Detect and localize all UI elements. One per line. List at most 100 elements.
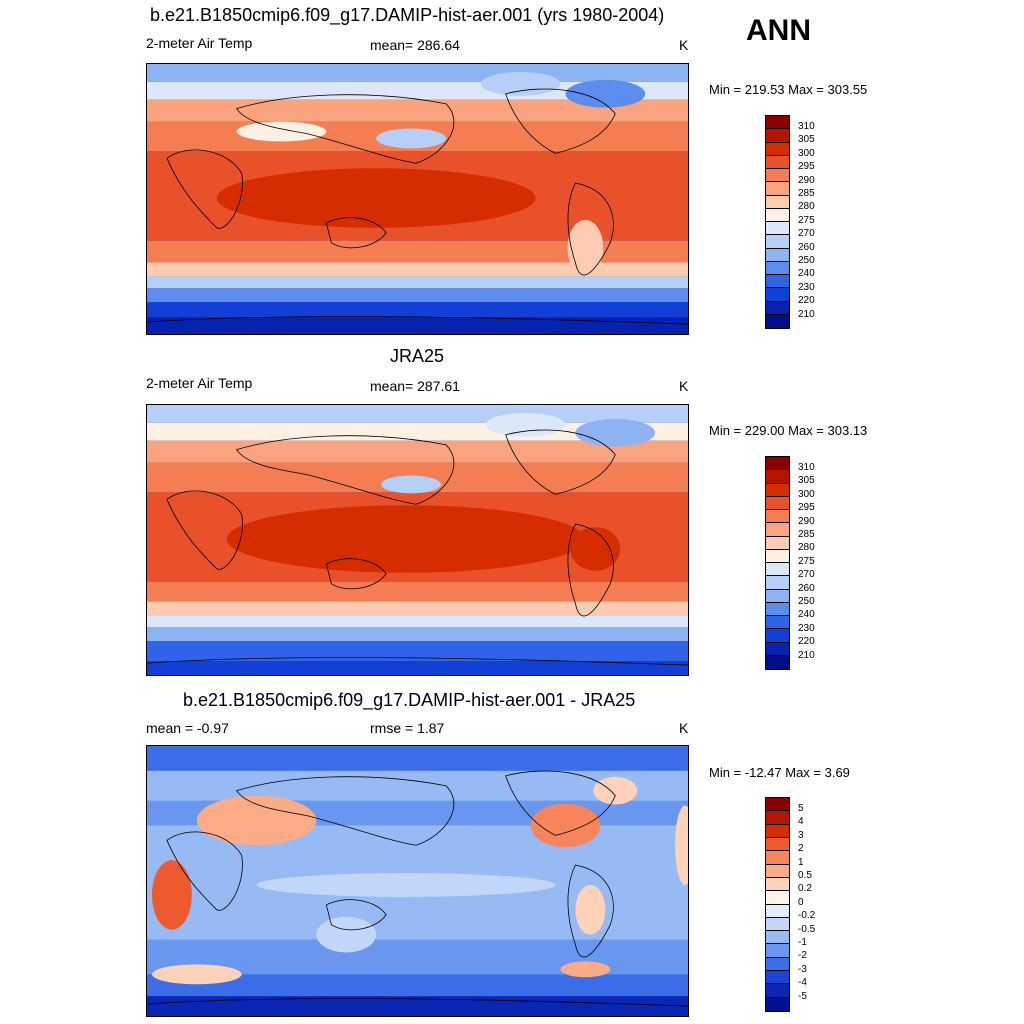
colorbar-tick-label: 300 — [798, 147, 815, 159]
colorbar-tick-label: 230 — [798, 281, 815, 293]
colorbar-swatch — [766, 483, 789, 497]
colorbar-tick-label: 270 — [798, 228, 815, 240]
panel-3-rmse-label: rmse = 1.87 — [370, 720, 445, 736]
colorbar-tick-label: 310 — [798, 462, 815, 473]
colorbar-swatch — [766, 837, 789, 852]
colorbar-tick-label: 285 — [798, 188, 815, 199]
colorbar-swatch — [766, 301, 789, 315]
colorbar-tick-label: 275 — [798, 214, 815, 226]
panel-3-map — [146, 745, 689, 1017]
colorbar-tick-label: 2 — [798, 843, 804, 855]
colorbar-swatch — [766, 457, 789, 471]
panel-1-map-svg — [147, 64, 688, 334]
colorbar-swatch — [766, 523, 789, 537]
colorbar-swatch — [766, 314, 789, 328]
colorbar-swatch — [766, 602, 789, 616]
colorbar-tick-label: 5 — [798, 803, 804, 814]
colorbar-tick-label: -0.5 — [798, 923, 816, 935]
colorbar-swatch — [766, 655, 789, 669]
panel-3-colorbar — [765, 797, 790, 1012]
colorbar-tick-label: -3 — [798, 963, 807, 975]
colorbar-tick-label: 295 — [798, 161, 815, 173]
colorbar-tick-label: -2 — [798, 950, 807, 962]
colorbar-tick-label: 210 — [798, 308, 815, 320]
colorbar-tick-label: -1 — [798, 937, 807, 948]
colorbar-tick-label: 280 — [798, 201, 815, 213]
panel-2-mean-label: mean= 287.61 — [370, 378, 460, 394]
panel-1-variable-label: 2-meter Air Temp — [146, 35, 253, 51]
colorbar-swatch — [766, 536, 789, 550]
colorbar-tick-label: 0 — [798, 896, 804, 908]
colorbar-tick-label: 290 — [798, 515, 815, 527]
colorbar-swatch — [766, 116, 789, 130]
panel-2-map — [146, 404, 689, 676]
colorbar-swatch — [766, 470, 789, 484]
colorbar-swatch — [766, 931, 789, 945]
panel-3-title: b.e21.B1850cmip6.f09_g17.DAMIP-hist-aer.… — [183, 690, 636, 710]
colorbar-swatch — [766, 971, 789, 985]
colorbar-swatch — [766, 891, 789, 905]
colorbar-swatch — [766, 824, 789, 838]
colorbar-tick-label: 230 — [798, 622, 815, 634]
colorbar-swatch — [766, 563, 789, 577]
colorbar-swatch — [766, 235, 789, 249]
colorbar-tick-label: 290 — [798, 174, 815, 186]
panel-2-map-svg — [147, 405, 688, 675]
season-label: ANN — [746, 14, 811, 47]
colorbar-tick-label: 250 — [798, 255, 815, 266]
panel-2-colorbar — [765, 456, 790, 670]
colorbar-tick-label: -5 — [798, 990, 807, 1002]
colorbar-swatch — [766, 549, 789, 563]
colorbar-tick-label: 310 — [798, 121, 815, 132]
colorbar-swatch — [766, 917, 789, 932]
panel-1-title: b.e21.B1850cmip6.f09_g17.DAMIP-hist-aer.… — [150, 5, 665, 25]
colorbar-swatch — [766, 275, 789, 289]
panel-1-units: K — [679, 37, 689, 53]
colorbar-swatch — [766, 904, 789, 918]
colorbar-tick-label: 240 — [798, 609, 815, 621]
colorbar-tick-label: 260 — [798, 241, 815, 253]
panel-3-mean-label: mean = -0.97 — [146, 720, 229, 736]
colorbar-swatch — [766, 261, 789, 275]
colorbar-tick-label: -0.2 — [798, 910, 816, 922]
colorbar-tick-label: 300 — [798, 488, 815, 500]
panel-1-map — [146, 63, 689, 335]
colorbar-tick-label: 220 — [798, 295, 815, 307]
colorbar-tick-label: 250 — [798, 596, 815, 607]
colorbar-swatch — [766, 169, 789, 183]
colorbar-swatch — [766, 222, 789, 236]
colorbar-swatch — [766, 589, 789, 603]
colorbar-swatch — [766, 576, 789, 590]
panel-1-colorbar — [765, 115, 790, 329]
panel-2-minmax: Min = 229.00 Max = 303.13 — [709, 423, 868, 438]
colorbar-tick-label: 3 — [798, 829, 804, 841]
panel-2-units: K — [679, 378, 689, 394]
colorbar-tick-label: 0.2 — [798, 883, 812, 895]
panel-3-minmax: Min = -12.47 Max = 3.69 — [709, 765, 850, 780]
colorbar-swatch — [766, 510, 789, 524]
colorbar-swatch — [766, 208, 789, 222]
colorbar-tick-label: 240 — [798, 268, 815, 280]
panel-3-map-svg — [147, 746, 688, 1016]
panel-2-variable-label: 2-meter Air Temp — [146, 375, 253, 391]
colorbar-tick-label: -4 — [798, 977, 807, 989]
colorbar-swatch — [766, 877, 789, 892]
panel-3-units: K — [679, 720, 689, 736]
colorbar-swatch — [766, 984, 789, 998]
panel-1-mean-label: mean= 286.64 — [370, 37, 460, 53]
colorbar-swatch — [766, 288, 789, 302]
colorbar-swatch — [766, 629, 789, 643]
colorbar-swatch — [766, 851, 789, 865]
colorbar-swatch — [766, 616, 789, 630]
colorbar-swatch — [766, 496, 789, 510]
colorbar-tick-label: 275 — [798, 555, 815, 567]
colorbar-tick-label: 1 — [798, 856, 804, 868]
colorbar-swatch — [766, 997, 789, 1011]
colorbar-tick-label: 0.5 — [798, 870, 812, 881]
colorbar-swatch — [766, 864, 789, 878]
colorbar-tick-label: 220 — [798, 636, 815, 648]
colorbar-swatch — [766, 642, 789, 656]
colorbar-swatch — [766, 798, 789, 812]
colorbar-tick-label: 260 — [798, 582, 815, 594]
colorbar-tick-label: 305 — [798, 475, 815, 487]
